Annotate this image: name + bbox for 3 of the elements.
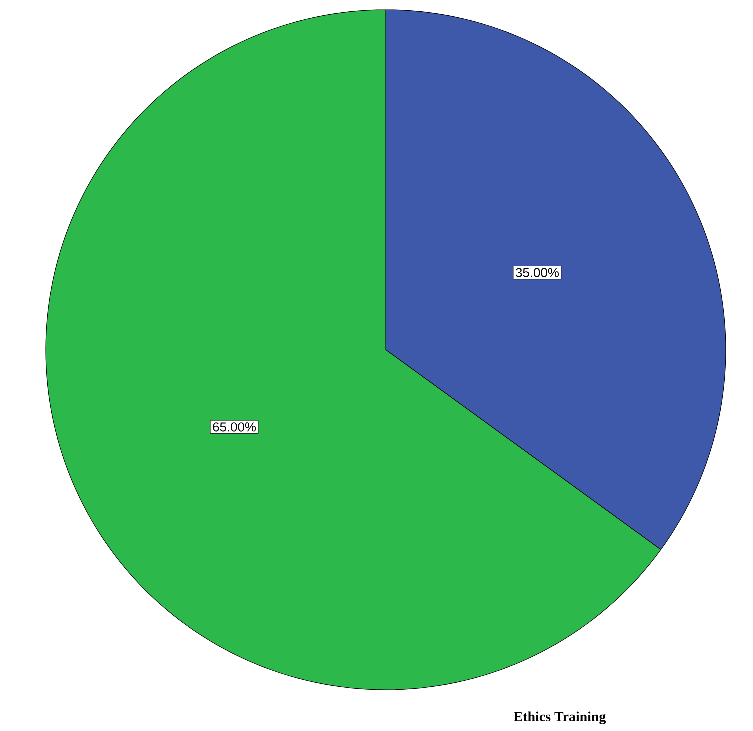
data-label: 65.00% (213, 422, 256, 432)
data-label: 35.00% (516, 268, 559, 278)
text: Ethics Training (514, 712, 606, 724)
